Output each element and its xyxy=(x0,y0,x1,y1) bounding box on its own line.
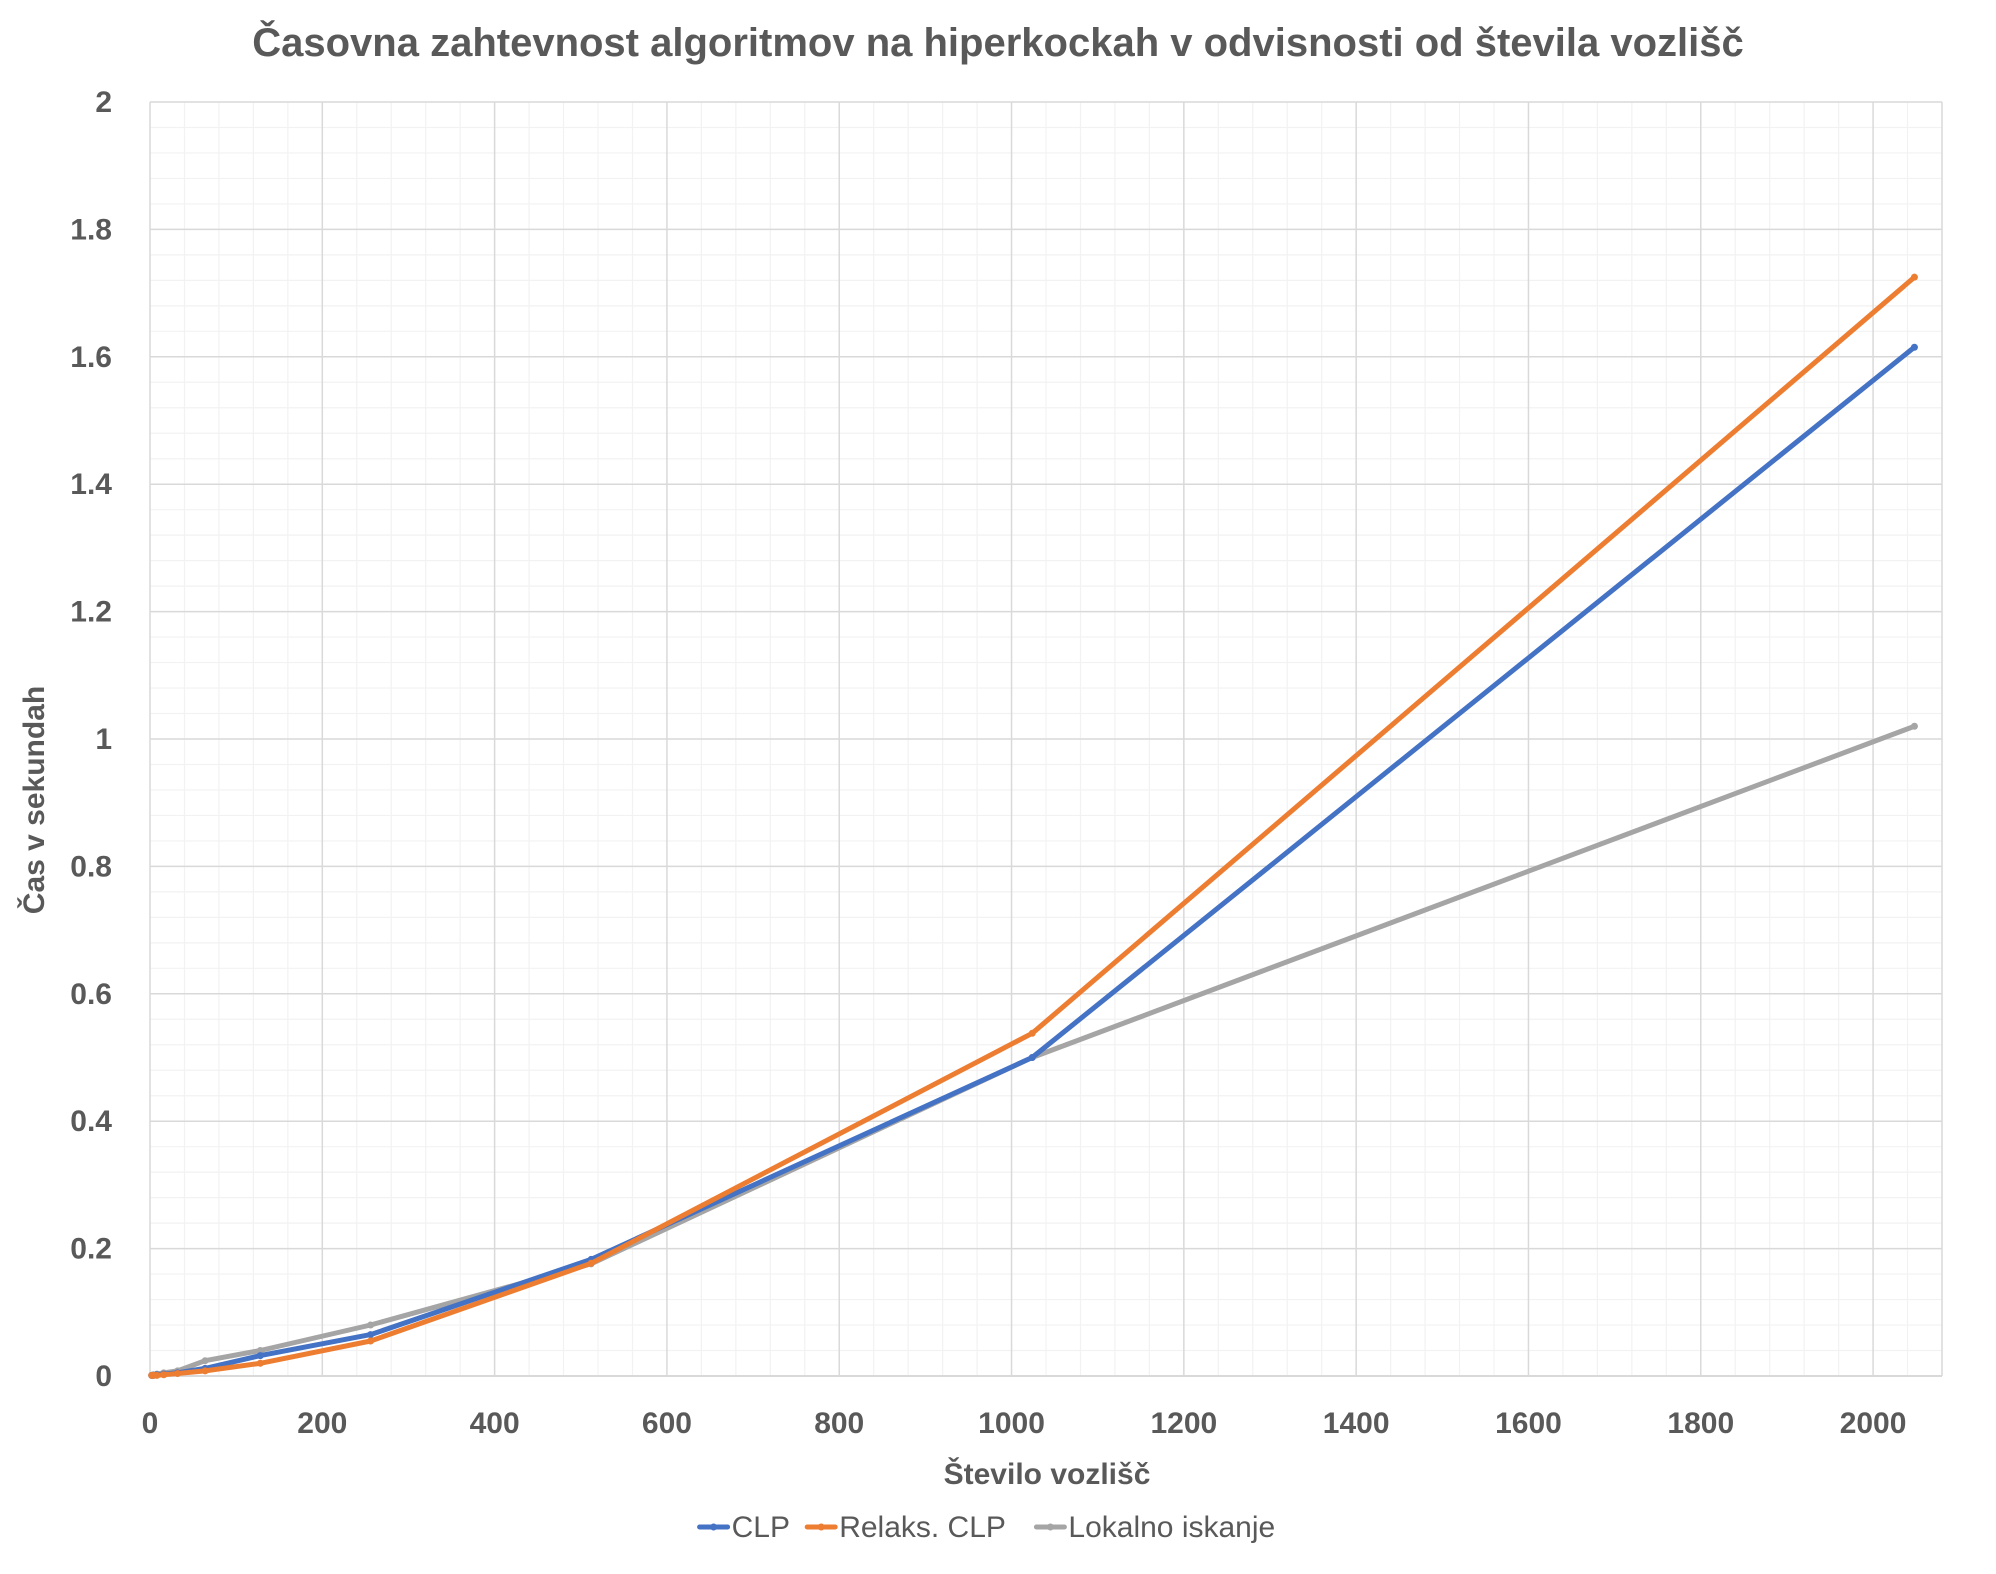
y-tick-label: 1 xyxy=(95,723,112,756)
major-grid xyxy=(149,101,1943,1377)
x-tick-label: 1600 xyxy=(1495,1407,1562,1440)
x-tick-label: 400 xyxy=(470,1407,520,1440)
x-tick-label: 1000 xyxy=(978,1407,1045,1440)
series-1 xyxy=(148,273,1918,1379)
data-point xyxy=(1910,343,1918,351)
legend-item[interactable]: Relaks. CLP xyxy=(804,1511,1006,1544)
x-tick-label: 2000 xyxy=(1840,1407,1907,1440)
legend-marker xyxy=(1046,1523,1054,1531)
data-point xyxy=(367,1321,375,1329)
data-point xyxy=(160,1371,168,1379)
y-tick-label: 1.8 xyxy=(70,213,112,246)
x-tick-label: 1200 xyxy=(1150,1407,1217,1440)
data-point xyxy=(153,1371,161,1379)
x-tick-label: 0 xyxy=(142,1407,159,1440)
x-tick-label: 600 xyxy=(642,1407,692,1440)
legend-item[interactable]: Lokalno iskanje xyxy=(1033,1511,1275,1544)
y-tick-label: 0.6 xyxy=(70,978,112,1011)
y-tick-label: 2 xyxy=(95,86,112,119)
data-point xyxy=(174,1369,182,1377)
y-axis-label: Čas v sekundah xyxy=(17,686,51,914)
x-tick-labels: 0 200 400 600 800 1000 1200 1400 1600 1800 2000 xyxy=(142,1407,1907,1440)
data-point xyxy=(367,1331,375,1339)
legend-item[interactable]: CLP xyxy=(697,1511,790,1544)
y-tick-labels: 0 0.2 0.4 0.6 0.8 1 1.2 1.4 1.6 1.8 2 xyxy=(70,86,112,1393)
y-tick-label: 1.6 xyxy=(70,341,112,374)
legend-marker xyxy=(817,1523,825,1531)
data-point xyxy=(1028,1054,1036,1061)
legend-label: Relaks. CLP xyxy=(839,1511,1006,1544)
y-tick-label: 0 xyxy=(95,1360,112,1393)
x-tick-label: 800 xyxy=(814,1407,864,1440)
data-point xyxy=(256,1359,264,1367)
x-axis-label: Število vozlišč xyxy=(944,1457,1151,1491)
legend: CLP Relaks. CLP Lokalno iskanje xyxy=(697,1511,1275,1544)
y-tick-label: 1.4 xyxy=(70,468,112,501)
x-tick-label: 200 xyxy=(297,1407,347,1440)
series-line xyxy=(149,723,1917,1378)
y-tick-label: 0.4 xyxy=(70,1105,112,1138)
data-point xyxy=(201,1367,209,1375)
y-tick-label: 0.2 xyxy=(70,1233,112,1266)
data-point xyxy=(256,1347,264,1355)
x-tick-label: 1800 xyxy=(1667,1407,1734,1440)
chart-title: Časovna zahtevnost algoritmov na hiperko… xyxy=(252,19,1744,65)
data-point xyxy=(201,1357,209,1365)
data-point xyxy=(1910,273,1918,281)
y-tick-label: 0.8 xyxy=(70,850,112,883)
legend-marker xyxy=(710,1523,718,1531)
legend-label: CLP xyxy=(732,1511,790,1544)
data-point xyxy=(587,1259,595,1267)
series-layer xyxy=(148,273,1918,1379)
legend-label: Lokalno iskanje xyxy=(1068,1511,1275,1544)
data-point xyxy=(256,1352,264,1360)
data-point xyxy=(367,1337,375,1345)
series-2 xyxy=(148,722,1918,1379)
data-point xyxy=(1910,722,1918,730)
data-point xyxy=(1028,1029,1036,1037)
x-tick-label: 1400 xyxy=(1323,1407,1390,1440)
y-tick-label: 1.2 xyxy=(70,596,112,629)
